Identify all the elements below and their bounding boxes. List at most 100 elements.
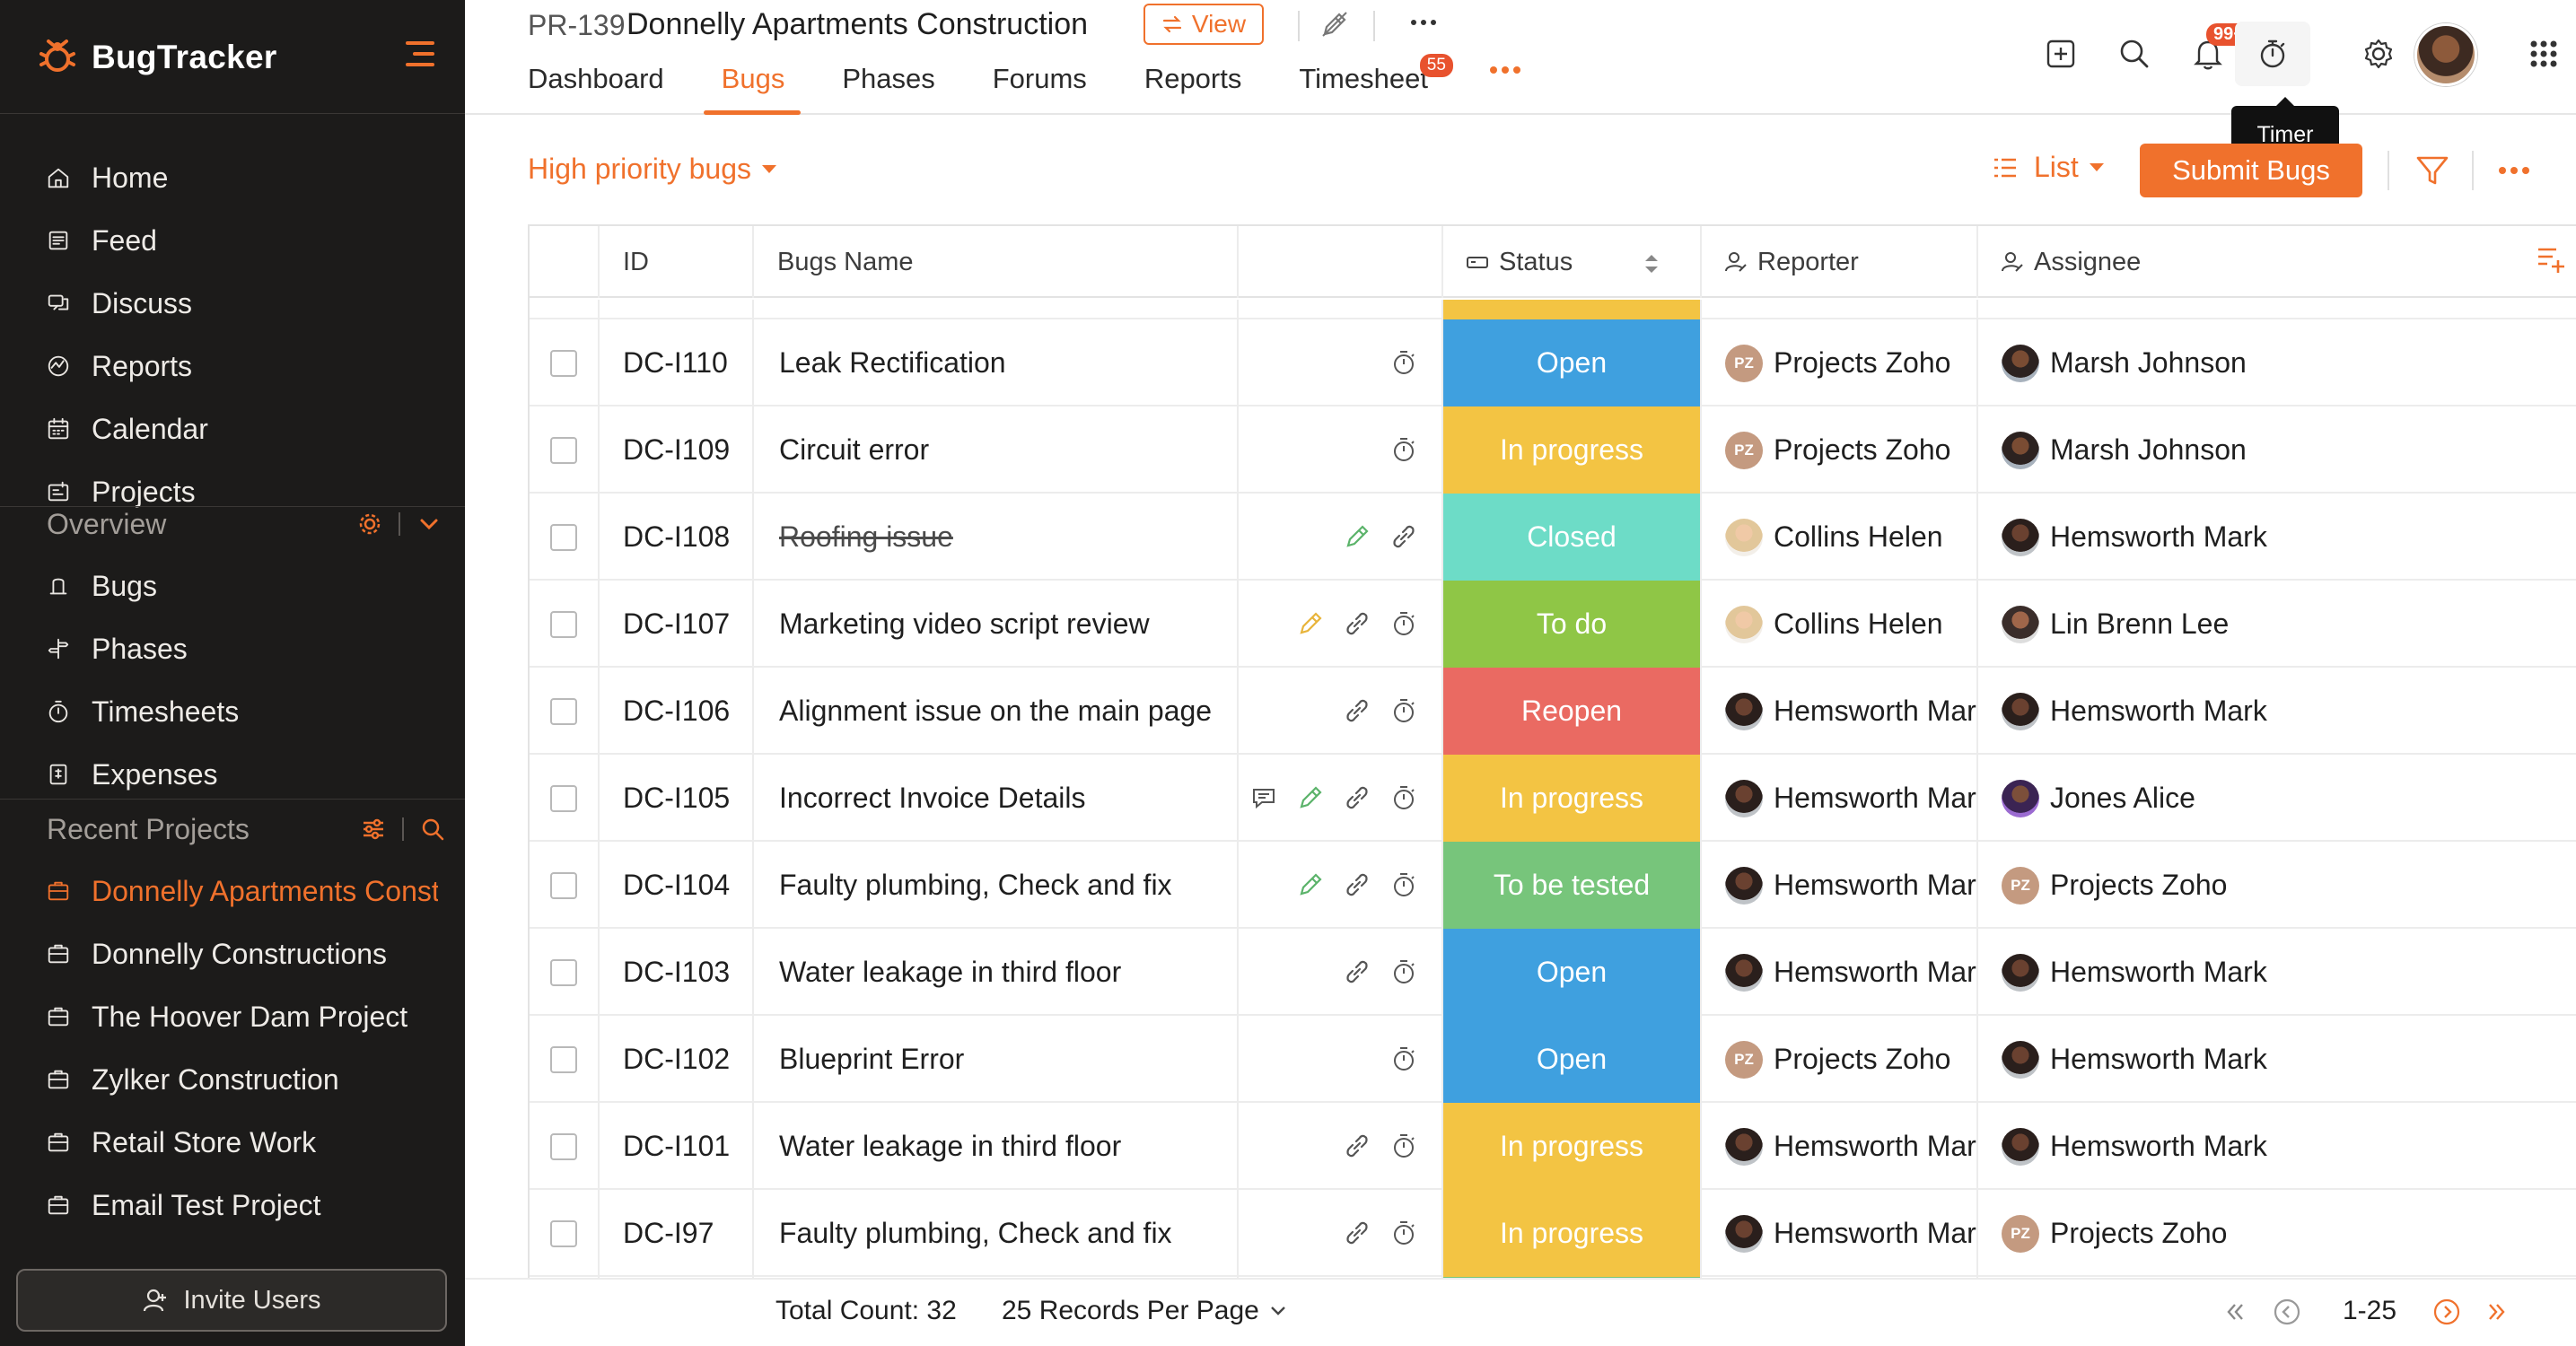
link-icon[interactable] xyxy=(1343,696,1371,725)
bug-id[interactable]: DC-I104 xyxy=(600,842,754,929)
table-row[interactable]: DC-I105 Incorrect Invoice Details In pro… xyxy=(530,755,2576,842)
table-row[interactable]: DC-I102 Blueprint Error Open PZ Projects … xyxy=(530,1016,2576,1103)
row-checkbox[interactable] xyxy=(550,697,577,725)
timer-icon[interactable] xyxy=(1389,696,1418,725)
timer-icon[interactable] xyxy=(1389,1132,1418,1160)
bug-id[interactable]: DC-I102 xyxy=(600,1016,754,1103)
table-row[interactable]: DC-I93 Incorrect Invoice Details To be t… xyxy=(530,1277,2576,1278)
toolbar-more-icon[interactable] xyxy=(2499,167,2529,174)
bug-id[interactable]: DC-I97 xyxy=(600,1190,754,1277)
status-badge[interactable]: In progress xyxy=(1443,1103,1702,1190)
row-checkbox[interactable] xyxy=(550,1045,577,1073)
view-filter-dropdown[interactable]: High priority bugs xyxy=(528,153,776,186)
assignee-cell[interactable]: Marsh Johnson xyxy=(1978,319,2576,406)
column-header-reporter[interactable]: Reporter xyxy=(1702,226,1978,298)
status-badge[interactable]: To be tested xyxy=(1443,842,1702,929)
table-row[interactable]: DC-I101 Water leakage in third floor In … xyxy=(530,1103,2576,1190)
pen-status-icon[interactable] xyxy=(1343,522,1371,551)
status-badge[interactable]: Reopen xyxy=(1443,668,1702,755)
records-per-page-dropdown[interactable]: 25 Records Per Page xyxy=(1002,1296,1290,1326)
bug-name[interactable]: Incorrect Invoice Details xyxy=(754,1277,1239,1278)
timer-icon[interactable] xyxy=(1389,1044,1418,1073)
table-row[interactable]: DC-I110 Leak Rectification Open PZ Projec… xyxy=(530,319,2576,406)
link-icon[interactable] xyxy=(1389,522,1418,551)
reporter-cell[interactable]: Hemsworth Mark xyxy=(1702,842,1978,929)
bug-name[interactable]: Alignment issue on the main page xyxy=(754,668,1239,755)
pen-status-icon[interactable] xyxy=(1296,783,1325,812)
sidebar-item-reports[interactable]: Reports xyxy=(45,342,192,390)
sidebar-item-home[interactable]: Home xyxy=(45,153,168,202)
first-page-icon[interactable] xyxy=(2217,1294,2253,1330)
assignee-cell[interactable]: Hemsworth Mark xyxy=(1978,1103,2576,1190)
bug-name[interactable]: Faulty plumbing, Check and fix xyxy=(754,1190,1239,1277)
status-badge[interactable]: Closed xyxy=(1443,494,1702,581)
recent-project-item[interactable]: Zylker Construction xyxy=(45,1055,339,1104)
submit-bugs-button[interactable]: Submit Bugs xyxy=(2140,144,2362,197)
table-row[interactable]: DC-I108 Roofing issue Closed Collins Hel… xyxy=(530,494,2576,581)
timer-icon[interactable] xyxy=(1389,609,1418,638)
sidebar-item-expenses[interactable]: Expenses xyxy=(45,750,218,799)
status-badge[interactable]: In progress xyxy=(1443,1190,1702,1277)
tab-timesheet[interactable]: Timesheet 55 xyxy=(1299,54,1453,115)
view-button[interactable]: View xyxy=(1143,4,1264,45)
tabs-more-icon[interactable] xyxy=(1490,66,1520,74)
table-row[interactable]: DC-I109 Circuit error In progress PZ Proj… xyxy=(530,406,2576,494)
user-avatar[interactable] xyxy=(2414,23,2477,86)
sidebar-item-feed[interactable]: Feed xyxy=(45,216,157,265)
status-badge[interactable]: To do xyxy=(1443,581,1702,668)
row-checkbox[interactable] xyxy=(550,1219,577,1247)
bug-name[interactable]: Leak Rectification xyxy=(754,319,1239,406)
status-badge[interactable]: To be tested xyxy=(1443,1277,1702,1278)
status-badge[interactable]: Open xyxy=(1443,319,1702,406)
menu-toggle-icon[interactable] xyxy=(400,41,434,68)
table-row[interactable]: DC-I103 Water leakage in third floor Ope… xyxy=(530,929,2576,1016)
add-column-icon[interactable] xyxy=(2533,242,2569,278)
tab-dashboard[interactable]: Dashboard xyxy=(528,59,664,115)
link-icon[interactable] xyxy=(1343,1219,1371,1247)
recent-project-item[interactable]: Donnelly Constructions xyxy=(45,930,387,978)
apps-grid-icon[interactable] xyxy=(2520,31,2567,77)
bug-id[interactable]: DC-I101 xyxy=(600,1103,754,1190)
recent-project-item[interactable]: Retail Store Work xyxy=(45,1118,316,1167)
reporter-cell[interactable]: Hemsworth Mark xyxy=(1702,755,1978,842)
bug-id[interactable]: DC-I108 xyxy=(600,494,754,581)
bug-id[interactable]: DC-I105 xyxy=(600,755,754,842)
row-checkbox[interactable] xyxy=(550,349,577,377)
layout-mode-dropdown[interactable]: List xyxy=(1991,151,2104,184)
timer-icon[interactable] xyxy=(1389,957,1418,986)
recent-project-item[interactable]: Email Test Project xyxy=(45,1181,321,1229)
assignee-cell[interactable]: Lin Brenn Lee xyxy=(1978,581,2576,668)
bug-name[interactable]: Water leakage in third floor xyxy=(754,929,1239,1016)
sidebar-item-bugs[interactable]: Bugs xyxy=(45,562,157,610)
bug-name[interactable]: Water leakage in third floor xyxy=(754,1103,1239,1190)
pen-status-icon[interactable] xyxy=(1296,609,1325,638)
bug-name[interactable]: Roofing issue xyxy=(754,494,1239,581)
bug-id[interactable]: DC-I106 xyxy=(600,668,754,755)
assignee-cell[interactable]: Marsh Johnson xyxy=(1978,406,2576,494)
table-row[interactable]: DC-I104 Faulty plumbing, Check and fix T… xyxy=(530,842,2576,929)
reporter-cell[interactable]: Hemsworth Mark xyxy=(1702,1190,1978,1277)
comment-icon[interactable] xyxy=(1249,783,1278,812)
sidebar-item-timesheets[interactable]: Timesheets xyxy=(45,687,239,736)
timer-icon[interactable] xyxy=(1389,870,1418,899)
sidebar-item-calendar[interactable]: Calendar xyxy=(45,405,208,453)
pen-status-icon[interactable] xyxy=(1296,870,1325,899)
settings-gear-icon[interactable] xyxy=(2355,31,2402,77)
row-checkbox[interactable] xyxy=(550,523,577,551)
reporter-cell[interactable]: Collins Helen xyxy=(1702,581,1978,668)
reporter-cell[interactable]: Hemsworth Mark xyxy=(1702,668,1978,755)
assignee-cell[interactable]: Hemsworth Mark xyxy=(1978,494,2576,581)
overview-settings-icon[interactable] xyxy=(357,511,382,537)
assignee-cell[interactable]: Hemsworth Mark xyxy=(1978,668,2576,755)
row-checkbox[interactable] xyxy=(550,784,577,812)
link-icon[interactable] xyxy=(1343,783,1371,812)
bug-id[interactable]: DC-I110 xyxy=(600,319,754,406)
bug-name[interactable]: Faulty plumbing, Check and fix xyxy=(754,842,1239,929)
bug-name[interactable]: Incorrect Invoice Details xyxy=(754,755,1239,842)
sidebar-item-projects[interactable]: Projects xyxy=(45,468,196,516)
bug-name[interactable]: Blueprint Error xyxy=(754,1016,1239,1103)
tab-reports[interactable]: Reports xyxy=(1144,59,1242,115)
tab-bugs[interactable]: Bugs xyxy=(703,59,801,115)
column-header-id[interactable]: ID xyxy=(600,226,754,298)
timer-icon[interactable] xyxy=(2235,22,2310,86)
